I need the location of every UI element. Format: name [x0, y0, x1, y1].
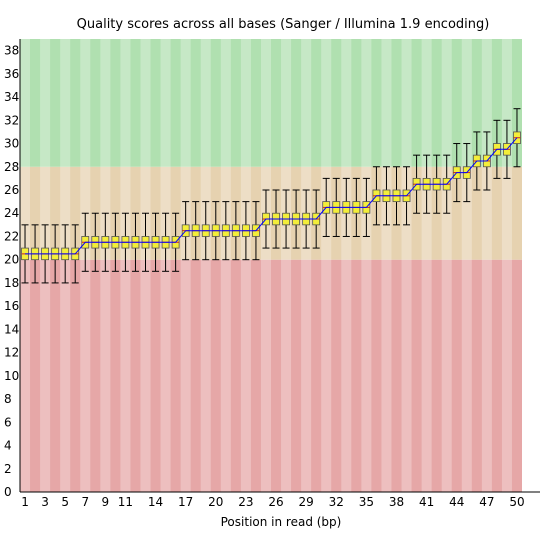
position-stripe [240, 39, 251, 492]
y-tick-label: 34 [4, 90, 19, 104]
position-stripe [200, 39, 211, 492]
box-marks [21, 108, 521, 284]
x-tick-label: 44 [449, 495, 464, 509]
x-tick-label: 26 [268, 495, 283, 509]
x-tick-label: 50 [509, 495, 524, 509]
y-tick-label: 10 [4, 369, 19, 383]
y-tick-label: 24 [4, 206, 19, 220]
x-tick-label: 41 [419, 495, 434, 509]
chart-title: Quality scores across all bases (Sanger … [77, 17, 490, 32]
x-tick-label: 17 [178, 495, 193, 509]
y-tick-label: 6 [4, 415, 12, 429]
band-poor [20, 259, 522, 492]
x-tick-label: 14 [148, 495, 163, 509]
y-tick-label: 38 [4, 44, 19, 58]
y-tick-label: 36 [4, 67, 19, 81]
y-tick-label: 30 [4, 137, 19, 151]
position-stripe [381, 39, 392, 492]
position-stripe [301, 39, 312, 492]
x-tick-label: 1 [21, 495, 29, 509]
x-tick-label: 35 [359, 495, 374, 509]
x-tick-label: 38 [389, 495, 404, 509]
position-stripe [180, 39, 191, 492]
x-tick-label: 3 [41, 495, 49, 509]
y-tick-label: 4 [4, 439, 12, 453]
band-good [20, 39, 522, 167]
position-stripe [481, 39, 492, 492]
position-stripe [220, 39, 231, 492]
position-stripe [501, 39, 512, 492]
x-tick-label: 29 [298, 495, 313, 509]
y-tick-label: 16 [4, 299, 19, 313]
position-stripe [461, 39, 472, 492]
y-tick-label: 8 [4, 392, 12, 406]
x-axis-title: Position in read (bp) [221, 515, 342, 529]
position-stripe [361, 39, 372, 492]
position-stripe [260, 39, 271, 492]
y-tick-label: 28 [4, 160, 19, 174]
position-stripe [321, 39, 332, 492]
y-tick-label: 14 [4, 322, 19, 336]
position-stripe [281, 39, 292, 492]
x-tick-label: 11 [118, 495, 133, 509]
position-stripe [421, 39, 432, 492]
x-tick-label: 32 [329, 495, 344, 509]
x-tick-label: 20 [208, 495, 223, 509]
y-tick-label: 32 [4, 113, 19, 127]
y-tick-label: 2 [4, 462, 12, 476]
y-tick-label: 0 [4, 485, 12, 499]
y-tick-label: 12 [4, 346, 19, 360]
position-stripe [341, 39, 352, 492]
y-tick-label: 22 [4, 229, 19, 243]
x-tick-label: 7 [81, 495, 89, 509]
x-tick-label: 5 [61, 495, 69, 509]
y-tick-label: 20 [4, 253, 19, 267]
mean-line [25, 137, 518, 255]
x-tick-label: 47 [479, 495, 494, 509]
y-tick-label: 26 [4, 183, 19, 197]
position-stripe [441, 39, 452, 492]
position-stripe [401, 39, 412, 492]
x-tick-label: 9 [102, 495, 110, 509]
y-tick-label: 18 [4, 276, 19, 290]
x-tick-label: 23 [238, 495, 253, 509]
